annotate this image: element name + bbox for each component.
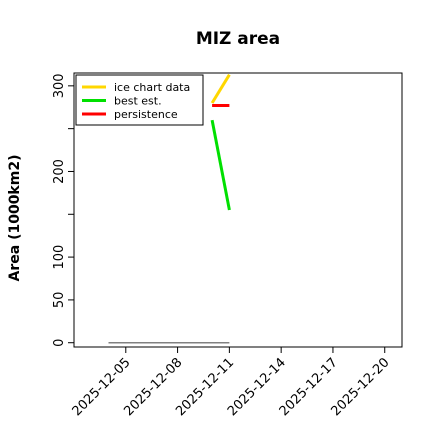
series-line-best-est- [210,119,231,211]
y-tick-label: 100 [52,245,67,270]
legend-label: ice chart data [114,81,190,94]
chart-title: MIZ area [196,29,280,49]
legend-label: best est. [114,95,162,108]
y-axis: 0 50 100 200 300 [52,73,74,347]
x-axis: 2025-12-052025-12-082025-12-112025-12-14… [70,347,393,419]
y-tick-label: 200 [52,159,67,184]
plot-frame [73,72,403,348]
y-tick-label: 300 [52,73,67,98]
y-axis-label: Area (1000km2) [7,155,23,282]
legend-label: persistence [114,108,178,121]
y-tick-label: 50 [52,292,67,309]
series-line-ice-chart-data [210,73,231,104]
series-layer [108,73,231,344]
y-tick-label: 0 [52,339,67,347]
